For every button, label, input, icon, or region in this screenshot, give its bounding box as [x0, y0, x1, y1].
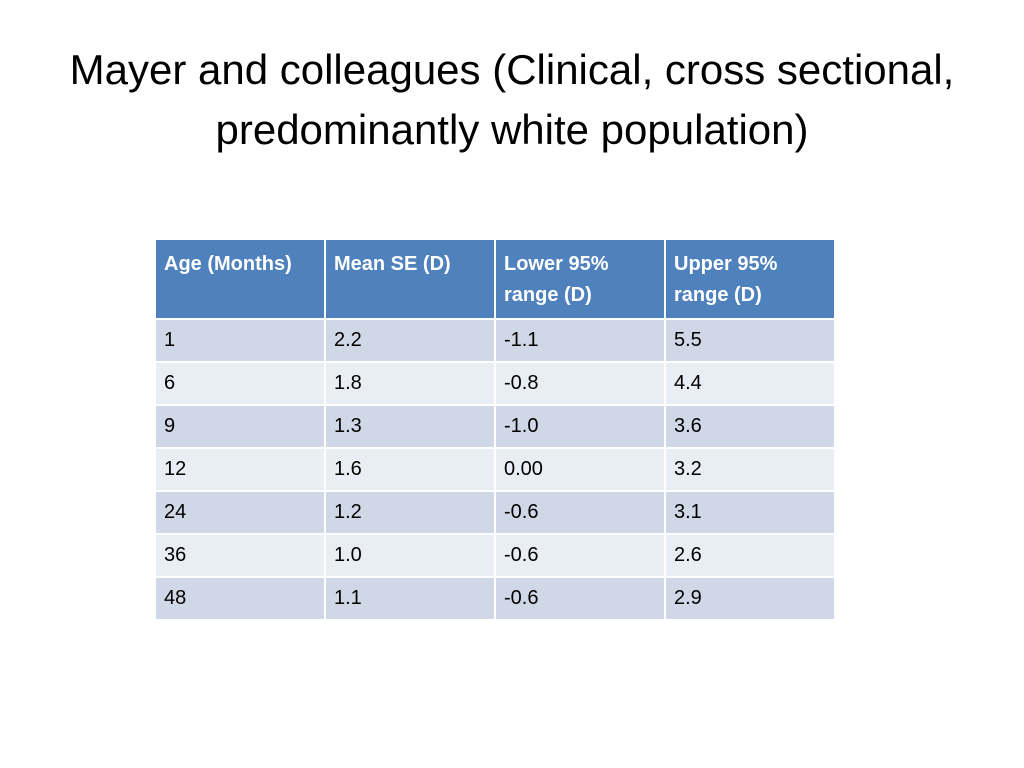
- column-header-mean-se: Mean SE (D): [324, 238, 496, 320]
- table-row: 9 1.3 -1.0 3.6: [154, 404, 836, 449]
- cell-upper-range: 2.6: [664, 533, 836, 578]
- table-row: 36 1.0 -0.6 2.6: [154, 533, 836, 578]
- cell-lower-range: -0.6: [494, 533, 666, 578]
- column-header-lower-range: Lower 95% range (D): [494, 238, 666, 320]
- cell-mean-se: 1.1: [324, 576, 496, 621]
- table-row: 12 1.6 0.00 3.2: [154, 447, 836, 492]
- cell-upper-range: 3.6: [664, 404, 836, 449]
- cell-mean-se: 1.3: [324, 404, 496, 449]
- table-row: 24 1.2 -0.6 3.1: [154, 490, 836, 535]
- cell-lower-range: -0.8: [494, 361, 666, 406]
- cell-lower-range: 0.00: [494, 447, 666, 492]
- cell-upper-range: 3.2: [664, 447, 836, 492]
- cell-mean-se: 1.2: [324, 490, 496, 535]
- cell-lower-range: -1.1: [494, 318, 666, 363]
- slide-title: Mayer and colleagues (Clinical, cross se…: [69, 46, 955, 153]
- table-row: 48 1.1 -0.6 2.9: [154, 576, 836, 621]
- cell-mean-se: 1.0: [324, 533, 496, 578]
- cell-mean-se: 2.2: [324, 318, 496, 363]
- data-table: Age (Months) Mean SE (D) Lower 95% range…: [154, 238, 836, 621]
- table-header-row: Age (Months) Mean SE (D) Lower 95% range…: [154, 238, 836, 320]
- cell-age: 24: [154, 490, 326, 535]
- cell-age: 1: [154, 318, 326, 363]
- column-header-age: Age (Months): [154, 238, 326, 320]
- table-row: 1 2.2 -1.1 5.5: [154, 318, 836, 363]
- cell-mean-se: 1.6: [324, 447, 496, 492]
- cell-mean-se: 1.8: [324, 361, 496, 406]
- cell-upper-range: 4.4: [664, 361, 836, 406]
- cell-age: 9: [154, 404, 326, 449]
- cell-age: 12: [154, 447, 326, 492]
- cell-upper-range: 5.5: [664, 318, 836, 363]
- cell-lower-range: -0.6: [494, 576, 666, 621]
- table-row: 6 1.8 -0.8 4.4: [154, 361, 836, 406]
- cell-upper-range: 2.9: [664, 576, 836, 621]
- cell-upper-range: 3.1: [664, 490, 836, 535]
- cell-age: 36: [154, 533, 326, 578]
- column-header-upper-range: Upper 95% range (D): [664, 238, 836, 320]
- cell-lower-range: -1.0: [494, 404, 666, 449]
- cell-lower-range: -0.6: [494, 490, 666, 535]
- cell-age: 48: [154, 576, 326, 621]
- cell-age: 6: [154, 361, 326, 406]
